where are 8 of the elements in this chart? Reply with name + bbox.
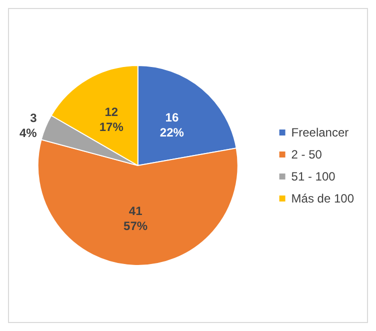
- data-label: 12 17%: [99, 105, 124, 134]
- legend-label: 2 - 50: [291, 148, 322, 162]
- data-label: 16 22%: [160, 110, 184, 140]
- legend-label: Freelancer: [291, 126, 349, 140]
- data-label: 41 57%: [124, 204, 148, 233]
- legend-label: 51 - 100: [291, 170, 336, 184]
- data-label: 3 4%: [19, 111, 38, 140]
- legend-label: Más de 100: [291, 192, 354, 206]
